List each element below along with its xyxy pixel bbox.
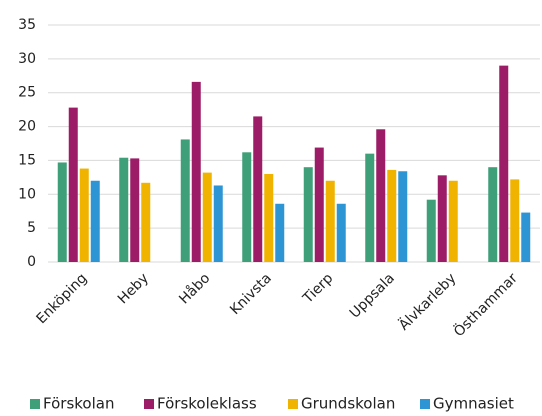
y-tick-label: 30 bbox=[18, 51, 36, 67]
x-tick-label: Heby bbox=[115, 270, 152, 307]
y-tick-label: 20 bbox=[18, 119, 36, 135]
x-tick-label: Knivsta bbox=[227, 270, 275, 318]
y-tick-label: 10 bbox=[18, 186, 36, 202]
bar bbox=[191, 81, 201, 262]
y-tick-label: 25 bbox=[18, 85, 36, 101]
x-tick-label: Tierp bbox=[299, 270, 336, 307]
bar bbox=[90, 180, 100, 262]
bar bbox=[242, 152, 252, 262]
bar bbox=[303, 167, 313, 262]
bar bbox=[510, 179, 520, 262]
bar bbox=[448, 180, 458, 262]
bar bbox=[387, 169, 397, 262]
x-tick-label: Östhammar bbox=[450, 269, 521, 340]
y-tick-label: 5 bbox=[27, 220, 36, 236]
bar bbox=[325, 180, 335, 262]
bar bbox=[398, 171, 408, 262]
legend-label: Gymnasiet bbox=[433, 395, 514, 413]
x-tick-label: Uppsala bbox=[347, 270, 398, 321]
y-tick-label: 35 bbox=[18, 17, 36, 33]
bar bbox=[68, 107, 78, 263]
bar bbox=[336, 203, 346, 262]
legend-swatch bbox=[420, 399, 430, 409]
bar bbox=[202, 172, 212, 262]
bar bbox=[275, 203, 285, 262]
bar bbox=[57, 162, 67, 262]
legend-label: Förskoleklass bbox=[157, 395, 257, 413]
bar bbox=[365, 153, 375, 262]
bar bbox=[119, 157, 129, 262]
x-tick-label: Älvkarleby bbox=[395, 269, 460, 334]
legend-label: Förskolan bbox=[43, 395, 114, 413]
bar bbox=[437, 175, 447, 262]
bar bbox=[499, 65, 509, 262]
bar bbox=[426, 199, 436, 262]
bar bbox=[180, 139, 190, 262]
bar bbox=[488, 167, 498, 262]
x-tick-label: Enköping bbox=[34, 270, 91, 327]
y-tick-label: 0 bbox=[27, 254, 36, 270]
bar bbox=[264, 173, 274, 262]
bar bbox=[79, 168, 89, 262]
legend-swatch bbox=[144, 399, 154, 409]
legend-label: Grundskolan bbox=[301, 395, 395, 413]
y-tick-label: 15 bbox=[18, 152, 36, 168]
bar bbox=[253, 116, 263, 263]
bar bbox=[141, 182, 151, 262]
bar bbox=[213, 185, 223, 262]
bar bbox=[314, 147, 324, 262]
legend-swatch bbox=[30, 399, 40, 409]
bar bbox=[376, 129, 386, 262]
legend-swatch bbox=[288, 399, 298, 409]
x-tick-label: Håbo bbox=[176, 270, 214, 308]
bar bbox=[130, 158, 140, 262]
bar bbox=[521, 212, 531, 262]
